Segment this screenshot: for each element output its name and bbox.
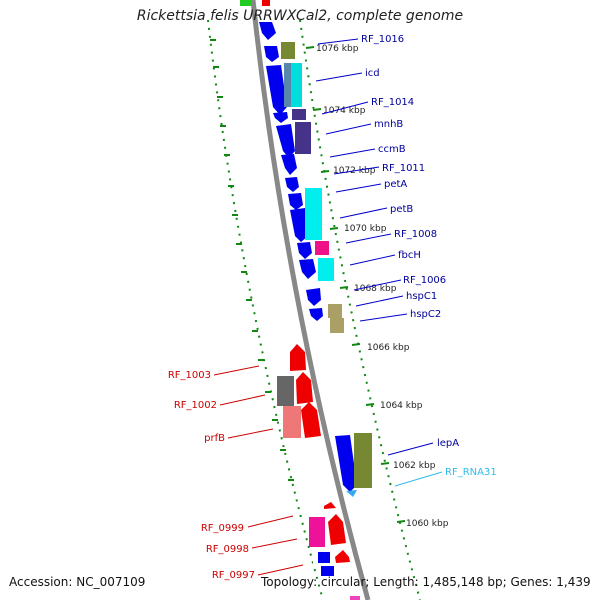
- gene-label: RF_1016: [361, 34, 404, 45]
- gene-arrow: [264, 46, 279, 62]
- cog-block: [284, 63, 292, 107]
- gene-label: RF_0999: [201, 523, 244, 534]
- gene-label: RF_1002: [174, 400, 217, 411]
- cog-block: [315, 241, 329, 255]
- gene-label: RF_1014: [371, 97, 414, 108]
- tick-label: 1066 kbp: [367, 343, 410, 353]
- cog-block: [291, 63, 302, 107]
- gene-label: RF_1003: [168, 370, 211, 381]
- cog-block: [350, 596, 360, 600]
- cog-block: [328, 304, 342, 318]
- gene-label: hspC2: [410, 309, 441, 320]
- gene-label: RF_RNA31: [445, 467, 497, 478]
- gene-arrow: [276, 124, 295, 158]
- forward-cog-blocks: [277, 376, 360, 600]
- cog-block: [354, 433, 372, 488]
- cog-block: [305, 188, 322, 240]
- gene-label: mnhB: [374, 119, 403, 130]
- gene-block: [321, 566, 334, 576]
- gene-arrow: [285, 177, 299, 192]
- gene-arrow: [299, 259, 316, 279]
- cog-block: [277, 376, 294, 406]
- left-gene-labels: RF_1003 RF_1002 prfB RF_0999 RF_0998 RF_…: [168, 370, 255, 581]
- left-leader-lines: [213, 365, 304, 576]
- reverse-strand-genes: [259, 22, 357, 576]
- tick-label: 1076 kbp: [316, 44, 359, 54]
- gene-label: petB: [390, 204, 413, 215]
- gene-arrow: [290, 344, 306, 371]
- gene-label: RF_1011: [382, 163, 425, 174]
- gene-arrow: [266, 65, 287, 115]
- gene-label: icd: [365, 68, 380, 79]
- right-leader-lines: [315, 38, 434, 456]
- page-title: Rickettsia felis URRWXCal2, complete gen…: [136, 8, 464, 24]
- cog-block: [330, 318, 344, 333]
- right-gene-labels: RF_1016 icd RF_1014 mnhB ccmB RF_1011 pe…: [361, 34, 497, 478]
- inner-tick-marks: [210, 39, 294, 481]
- gene-label: RF_0998: [206, 544, 249, 555]
- cog-block: [295, 122, 311, 154]
- gene-label: lepA: [437, 438, 459, 449]
- kbp-tick-marks: [305, 46, 406, 523]
- tick-label: 1060 kbp: [406, 519, 449, 529]
- cog-block: [313, 552, 318, 564]
- cog-block: [309, 517, 325, 547]
- tick-label: 1062 kbp: [393, 461, 436, 471]
- gene-label: petA: [384, 179, 407, 190]
- gene-arrow: [335, 435, 357, 492]
- right-leader-line-rna: [394, 471, 443, 487]
- genome-backbone: [250, 0, 371, 600]
- gene-label: prfB: [204, 433, 225, 444]
- cog-block: [292, 109, 306, 120]
- gene-arrow: [281, 154, 297, 175]
- tick-label: 1068 kbp: [354, 284, 397, 294]
- gene-block: [240, 0, 252, 6]
- topology-text: Topology: circular; Length: 1,485,148 bp…: [261, 575, 591, 589]
- gene-arrow: [301, 402, 321, 438]
- gene-block: [262, 0, 270, 6]
- gene-block: [316, 552, 330, 563]
- gene-label: hspC1: [406, 291, 437, 302]
- gene-label: RF_0997: [212, 570, 255, 581]
- gene-arrow: [297, 242, 312, 259]
- forward-strand-genes: [240, 0, 350, 563]
- accession-text: Accession: NC_007109: [9, 575, 146, 589]
- gene-arrow: [309, 308, 323, 321]
- gene-arrow: [288, 193, 303, 210]
- gene-arrow: [328, 514, 346, 545]
- gene-label: ccmB: [378, 144, 406, 155]
- gene-arrow: [346, 490, 357, 497]
- gene-arrow: [273, 112, 288, 123]
- gene-arrow: [296, 372, 313, 404]
- gene-label: RF_1006: [403, 275, 446, 286]
- gene-label: RF_1008: [394, 229, 437, 240]
- tick-label: 1064 kbp: [380, 401, 423, 411]
- tick-label: 1070 kbp: [344, 224, 387, 234]
- inner-dotted-track: [207, 19, 324, 600]
- gene-arrow: [324, 502, 336, 509]
- gene-arrow: [335, 550, 350, 563]
- outer-dotted-track: [299, 19, 421, 600]
- kbp-tick-labels: 1076 kbp 1074 kbp 1072 kbp 1070 kbp 1068…: [316, 44, 449, 529]
- cog-block: [283, 406, 301, 438]
- gene-arrow: [306, 288, 321, 306]
- cog-block: [318, 258, 334, 281]
- reverse-cog-blocks: [281, 42, 372, 488]
- gene-label: fbcH: [398, 250, 421, 261]
- gene-arrow: [259, 22, 276, 40]
- gene-arrow: [290, 208, 308, 242]
- cog-block: [281, 42, 295, 59]
- tick-label: 1074 kbp: [323, 106, 366, 116]
